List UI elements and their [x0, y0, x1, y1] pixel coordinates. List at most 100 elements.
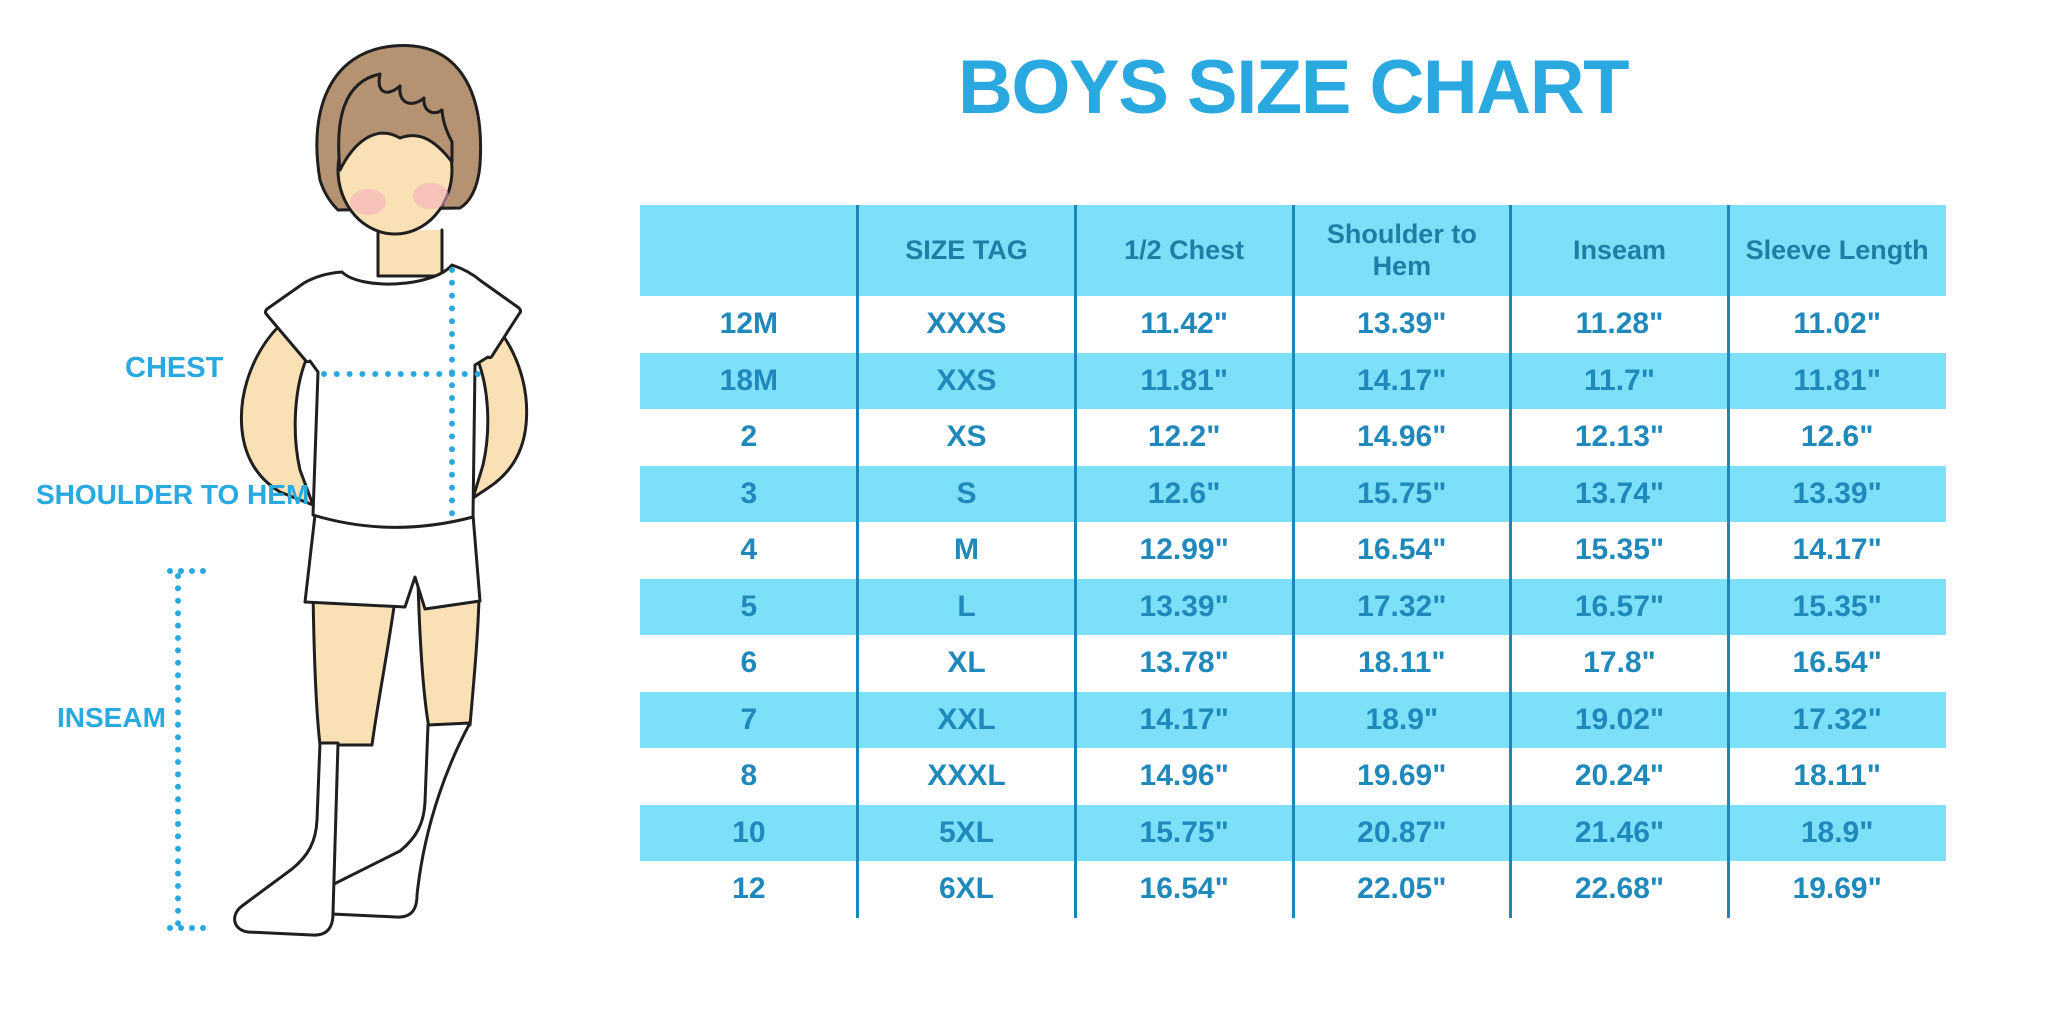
column-header-half-chest: 1/2 Chest	[1124, 234, 1245, 265]
measurement-cell: 15.75"	[1139, 815, 1229, 849]
boy-illustration	[167, 44, 529, 937]
measurement-cell: 14.17"	[1792, 533, 1882, 567]
boy-right-sock	[317, 721, 472, 919]
measurement-cell: 19.02"	[1574, 702, 1665, 736]
boy-left-sock	[233, 741, 340, 937]
measurement-cell: 11.81"	[1140, 363, 1228, 397]
measurement-cell: 16.54"	[1139, 872, 1229, 906]
column-header-shoulder-hem: Shoulder to Hem	[1326, 219, 1477, 281]
size-table: SIZE TAG 1/2 Chest Shoulder to Hem Insea…	[640, 205, 1946, 918]
measurement-cell: 21.46"	[1574, 815, 1665, 849]
measurement-cell: 14.96"	[1139, 759, 1229, 793]
size-cell: 12	[732, 872, 766, 906]
measurement-cell: 15.35"	[1574, 533, 1665, 567]
measurement-cell: 15.75"	[1357, 476, 1447, 510]
size-cell: 8	[740, 759, 758, 793]
measurement-cell: 13.74"	[1574, 476, 1665, 510]
table-row: 12 6XL 16.54" 22.05" 22.68" 19.69"	[640, 861, 1946, 918]
measurement-cell: 17.8"	[1583, 646, 1656, 680]
measurement-cell: 11.42"	[1140, 307, 1228, 341]
measurement-cell: 19.69"	[1792, 872, 1882, 906]
measurement-cell: 14.96"	[1357, 420, 1447, 454]
measurement-cell: 22.68"	[1574, 872, 1665, 906]
measurement-cell: 16.54"	[1357, 533, 1447, 567]
column-header-sleeve-length: Sleeve Length	[1745, 234, 1929, 265]
measurement-cell: 12.13"	[1574, 420, 1665, 454]
size-cell: 3	[740, 476, 758, 510]
table-row: 8 XXXL 14.96" 19.69" 20.24" 18.11"	[640, 748, 1946, 805]
measurement-cell: XXXS	[926, 307, 1007, 341]
measurement-cell: 14.17"	[1139, 702, 1229, 736]
boy-blush-right	[413, 183, 449, 209]
boy-neck	[376, 228, 444, 278]
measurement-cell: 16.57"	[1574, 589, 1665, 623]
measurement-cell: 14.17"	[1357, 363, 1447, 397]
measurement-cell: 18.11"	[1358, 646, 1446, 680]
measurement-cell: 12.6"	[1147, 476, 1221, 510]
boy-shorts	[303, 513, 482, 611]
size-cell: 18M	[719, 363, 778, 397]
chest-label: CHEST	[125, 352, 224, 384]
size-cell: 6	[740, 646, 758, 680]
measurement-cell: M	[953, 533, 979, 567]
measurement-cell: 12.2"	[1147, 420, 1221, 454]
measurement-cell: 15.35"	[1792, 589, 1882, 623]
table-row: 12M XXXS 11.42" 13.39" 11.28" 11.02"	[640, 296, 1946, 353]
column-separator	[856, 205, 860, 918]
measurement-cell: 22.05"	[1357, 872, 1447, 906]
measurement-cell: 6XL	[938, 872, 994, 906]
size-cell: 10	[732, 815, 766, 849]
size-cell: 7	[740, 702, 758, 736]
table-row: 2 XS 12.2" 14.96" 12.13" 12.6"	[640, 409, 1946, 466]
measurement-cell: 18.9"	[1365, 702, 1439, 736]
measurement-cell: 18.11"	[1793, 759, 1881, 793]
boy-left-arm	[239, 323, 315, 507]
boy-left-leg	[311, 588, 398, 747]
column-header-inseam: Inseam	[1572, 234, 1667, 265]
measurement-cell: 18.9"	[1800, 815, 1874, 849]
measurement-cell: XXS	[936, 363, 997, 397]
measurement-cell: 5XL	[938, 815, 994, 849]
measurement-cell: 17.32"	[1357, 589, 1447, 623]
measurement-cell: 19.69"	[1357, 759, 1447, 793]
page-title: BOYS SIZE CHART	[958, 45, 1630, 130]
measurement-cell: 16.54"	[1792, 646, 1882, 680]
boy-blush-left	[350, 189, 386, 215]
column-separator	[1073, 205, 1077, 918]
measurement-cell: 11.81"	[1793, 363, 1881, 397]
measurement-cell: L	[957, 589, 976, 623]
measurement-cell: 11.7"	[1584, 363, 1655, 397]
measurement-cell: 11.28"	[1575, 307, 1664, 341]
measurement-cell: 13.78"	[1139, 646, 1229, 680]
column-header-blank	[640, 205, 858, 296]
column-separator	[1291, 205, 1295, 918]
measurement-cell: 17.32"	[1792, 702, 1882, 736]
boy-hair-fringe	[337, 72, 454, 172]
boy-shirt	[264, 263, 522, 529]
column-separator	[1726, 205, 1730, 918]
measurement-cell: 11.02"	[1793, 307, 1881, 341]
measurement-cell: 13.39"	[1792, 476, 1882, 510]
size-cell: 4	[740, 533, 758, 567]
column-header-size-tag: SIZE TAG	[905, 234, 1028, 265]
column-separator	[1509, 205, 1513, 918]
measurement-cell: 20.24"	[1574, 759, 1665, 793]
size-cell: 12M	[719, 307, 778, 341]
size-cell: 2	[740, 420, 758, 454]
measurement-cell: 12.6"	[1800, 420, 1874, 454]
size-cell: 5	[740, 589, 758, 623]
measurement-cell: 20.87"	[1357, 815, 1447, 849]
inseam-label: INSEAM	[57, 702, 166, 733]
measurement-cell: XS	[946, 420, 987, 454]
measurement-cell: 13.39"	[1357, 307, 1447, 341]
table-row: 6 XL 13.78" 18.11" 17.8" 16.54"	[640, 635, 1946, 692]
measurement-cell: 12.99"	[1139, 533, 1229, 567]
measurement-cell: 13.39"	[1139, 589, 1229, 623]
shoulder-to-hem-label: SHOULDER TO HEM	[36, 479, 310, 510]
table-row: 4 M 12.99" 16.54" 15.35" 14.17"	[640, 522, 1946, 579]
measurement-cell: XL	[947, 646, 986, 680]
measurement-cell: XXXL	[927, 759, 1006, 793]
boy-right-arm	[471, 318, 529, 500]
measurement-cell: XXL	[937, 702, 996, 736]
